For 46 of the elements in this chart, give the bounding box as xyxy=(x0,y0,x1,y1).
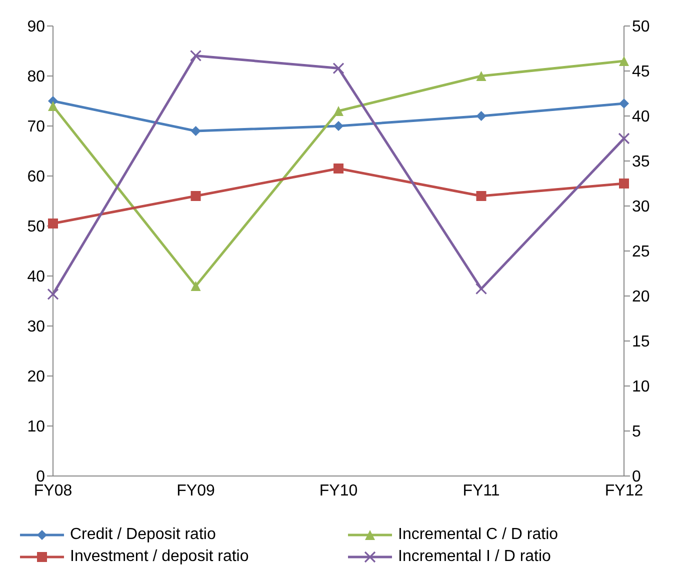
x-tick-label: FY09 xyxy=(176,482,215,500)
point xyxy=(48,101,58,111)
legend-label: Incremental I / D ratio xyxy=(398,548,551,566)
y2-tick-label: 35 xyxy=(632,154,650,171)
point xyxy=(334,106,344,116)
point xyxy=(619,178,629,188)
point xyxy=(476,111,486,121)
y2-tick-label: 50 xyxy=(632,18,650,36)
y2-tick-label: 20 xyxy=(632,288,650,306)
point xyxy=(190,126,201,136)
y-tick-label: 70 xyxy=(27,118,46,136)
point xyxy=(619,56,629,66)
point xyxy=(332,62,344,74)
y-tick-label: 80 xyxy=(27,68,46,86)
y2-tick-label: 15 xyxy=(632,334,650,351)
y-tick-label: 90 xyxy=(27,18,46,36)
y2-tick-label: 5 xyxy=(632,424,641,441)
y-tick-label: 40 xyxy=(27,268,46,286)
x-tick-label: FY12 xyxy=(604,482,644,500)
y-tick-label: 20 xyxy=(27,368,46,386)
y2-tick-label: 45 xyxy=(632,64,650,81)
point xyxy=(190,191,201,201)
point xyxy=(48,218,58,228)
y-tick-label: 30 xyxy=(27,318,46,336)
x-tick-label: FY10 xyxy=(319,482,358,500)
point xyxy=(334,121,344,131)
point xyxy=(47,288,59,300)
legend-label: Credit / Deposit ratio xyxy=(70,526,216,544)
y2-tick-label: 30 xyxy=(632,198,650,216)
y-tick-label: 60 xyxy=(27,168,46,186)
point xyxy=(619,98,629,108)
point xyxy=(190,50,202,62)
y2-tick-label: 40 xyxy=(632,108,650,126)
point xyxy=(190,281,201,291)
point xyxy=(476,191,486,201)
point xyxy=(475,283,488,295)
x-tick-label: FY11 xyxy=(462,482,500,500)
point xyxy=(334,164,344,174)
y-tick-label: 50 xyxy=(27,218,46,236)
legend-label: Incremental C / D ratio xyxy=(398,526,558,544)
point xyxy=(476,71,486,81)
y2-tick-label: 25 xyxy=(632,244,650,261)
point xyxy=(618,132,630,144)
legend-label: Investment / deposit ratio xyxy=(70,548,249,566)
y-tick-label: 10 xyxy=(27,418,46,436)
y2-tick-label: 10 xyxy=(632,378,650,396)
